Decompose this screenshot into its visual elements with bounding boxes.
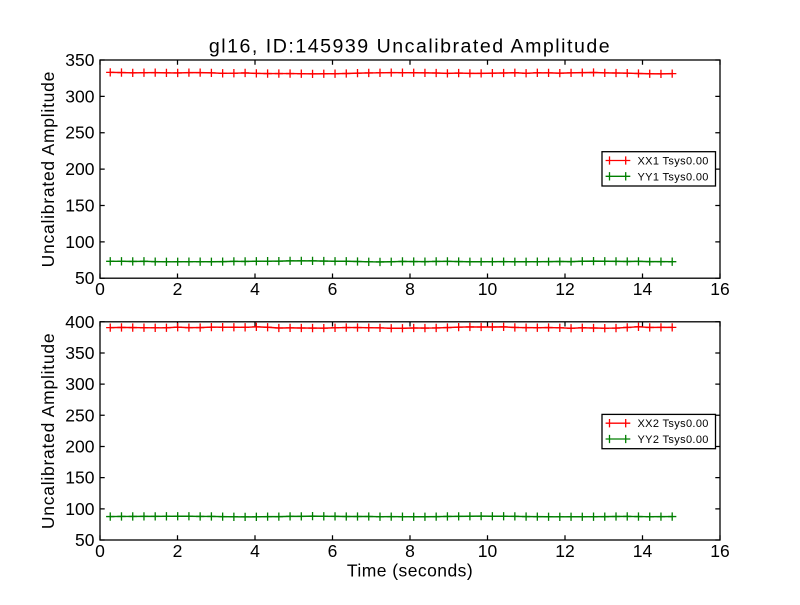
svg-text:YY1 Tsys0.00: YY1 Tsys0.00 — [638, 171, 709, 183]
svg-text:50: 50 — [75, 268, 95, 288]
svg-text:8: 8 — [405, 541, 415, 561]
svg-text:250: 250 — [65, 123, 94, 143]
svg-text:4: 4 — [250, 541, 260, 561]
svg-text:16: 16 — [710, 541, 729, 561]
svg-text:6: 6 — [328, 279, 338, 299]
svg-text:200: 200 — [65, 436, 94, 456]
svg-text:12: 12 — [555, 279, 574, 299]
svg-text:0: 0 — [95, 541, 105, 561]
svg-text:2: 2 — [173, 541, 183, 561]
svg-text:100: 100 — [65, 232, 94, 252]
svg-text:150: 150 — [65, 195, 94, 215]
svg-text:YY2 Tsys0.00: YY2 Tsys0.00 — [638, 434, 709, 446]
svg-text:200: 200 — [65, 159, 94, 179]
svg-text:150: 150 — [65, 468, 94, 488]
svg-text:2: 2 — [173, 279, 183, 299]
svg-text:10: 10 — [478, 279, 498, 299]
svg-text:350: 350 — [65, 50, 94, 70]
svg-text:16: 16 — [710, 279, 729, 299]
svg-text:12: 12 — [555, 541, 574, 561]
svg-text:Uncalibrated Amplitude: Uncalibrated Amplitude — [38, 71, 58, 267]
svg-text:10: 10 — [478, 541, 498, 561]
svg-text:50: 50 — [75, 530, 95, 550]
svg-text:300: 300 — [65, 374, 94, 394]
svg-text:Time (seconds): Time (seconds) — [347, 561, 473, 581]
svg-text:300: 300 — [65, 86, 94, 106]
svg-text:XX1 Tsys0.00: XX1 Tsys0.00 — [638, 156, 709, 168]
svg-text:14: 14 — [633, 541, 653, 561]
svg-text:6: 6 — [328, 541, 338, 561]
svg-text:4: 4 — [250, 279, 260, 299]
svg-text:400: 400 — [65, 312, 94, 332]
svg-text:gl16, ID:145939 Uncalibrated A: gl16, ID:145939 Uncalibrated Amplitude — [209, 36, 611, 58]
svg-text:100: 100 — [65, 499, 94, 519]
svg-text:350: 350 — [65, 343, 94, 363]
svg-text:250: 250 — [65, 405, 94, 425]
svg-text:XX2 Tsys0.00: XX2 Tsys0.00 — [638, 418, 709, 430]
svg-text:8: 8 — [405, 279, 415, 299]
svg-text:Uncalibrated Amplitude: Uncalibrated Amplitude — [38, 333, 58, 529]
svg-text:0: 0 — [95, 279, 105, 299]
svg-text:14: 14 — [633, 279, 653, 299]
